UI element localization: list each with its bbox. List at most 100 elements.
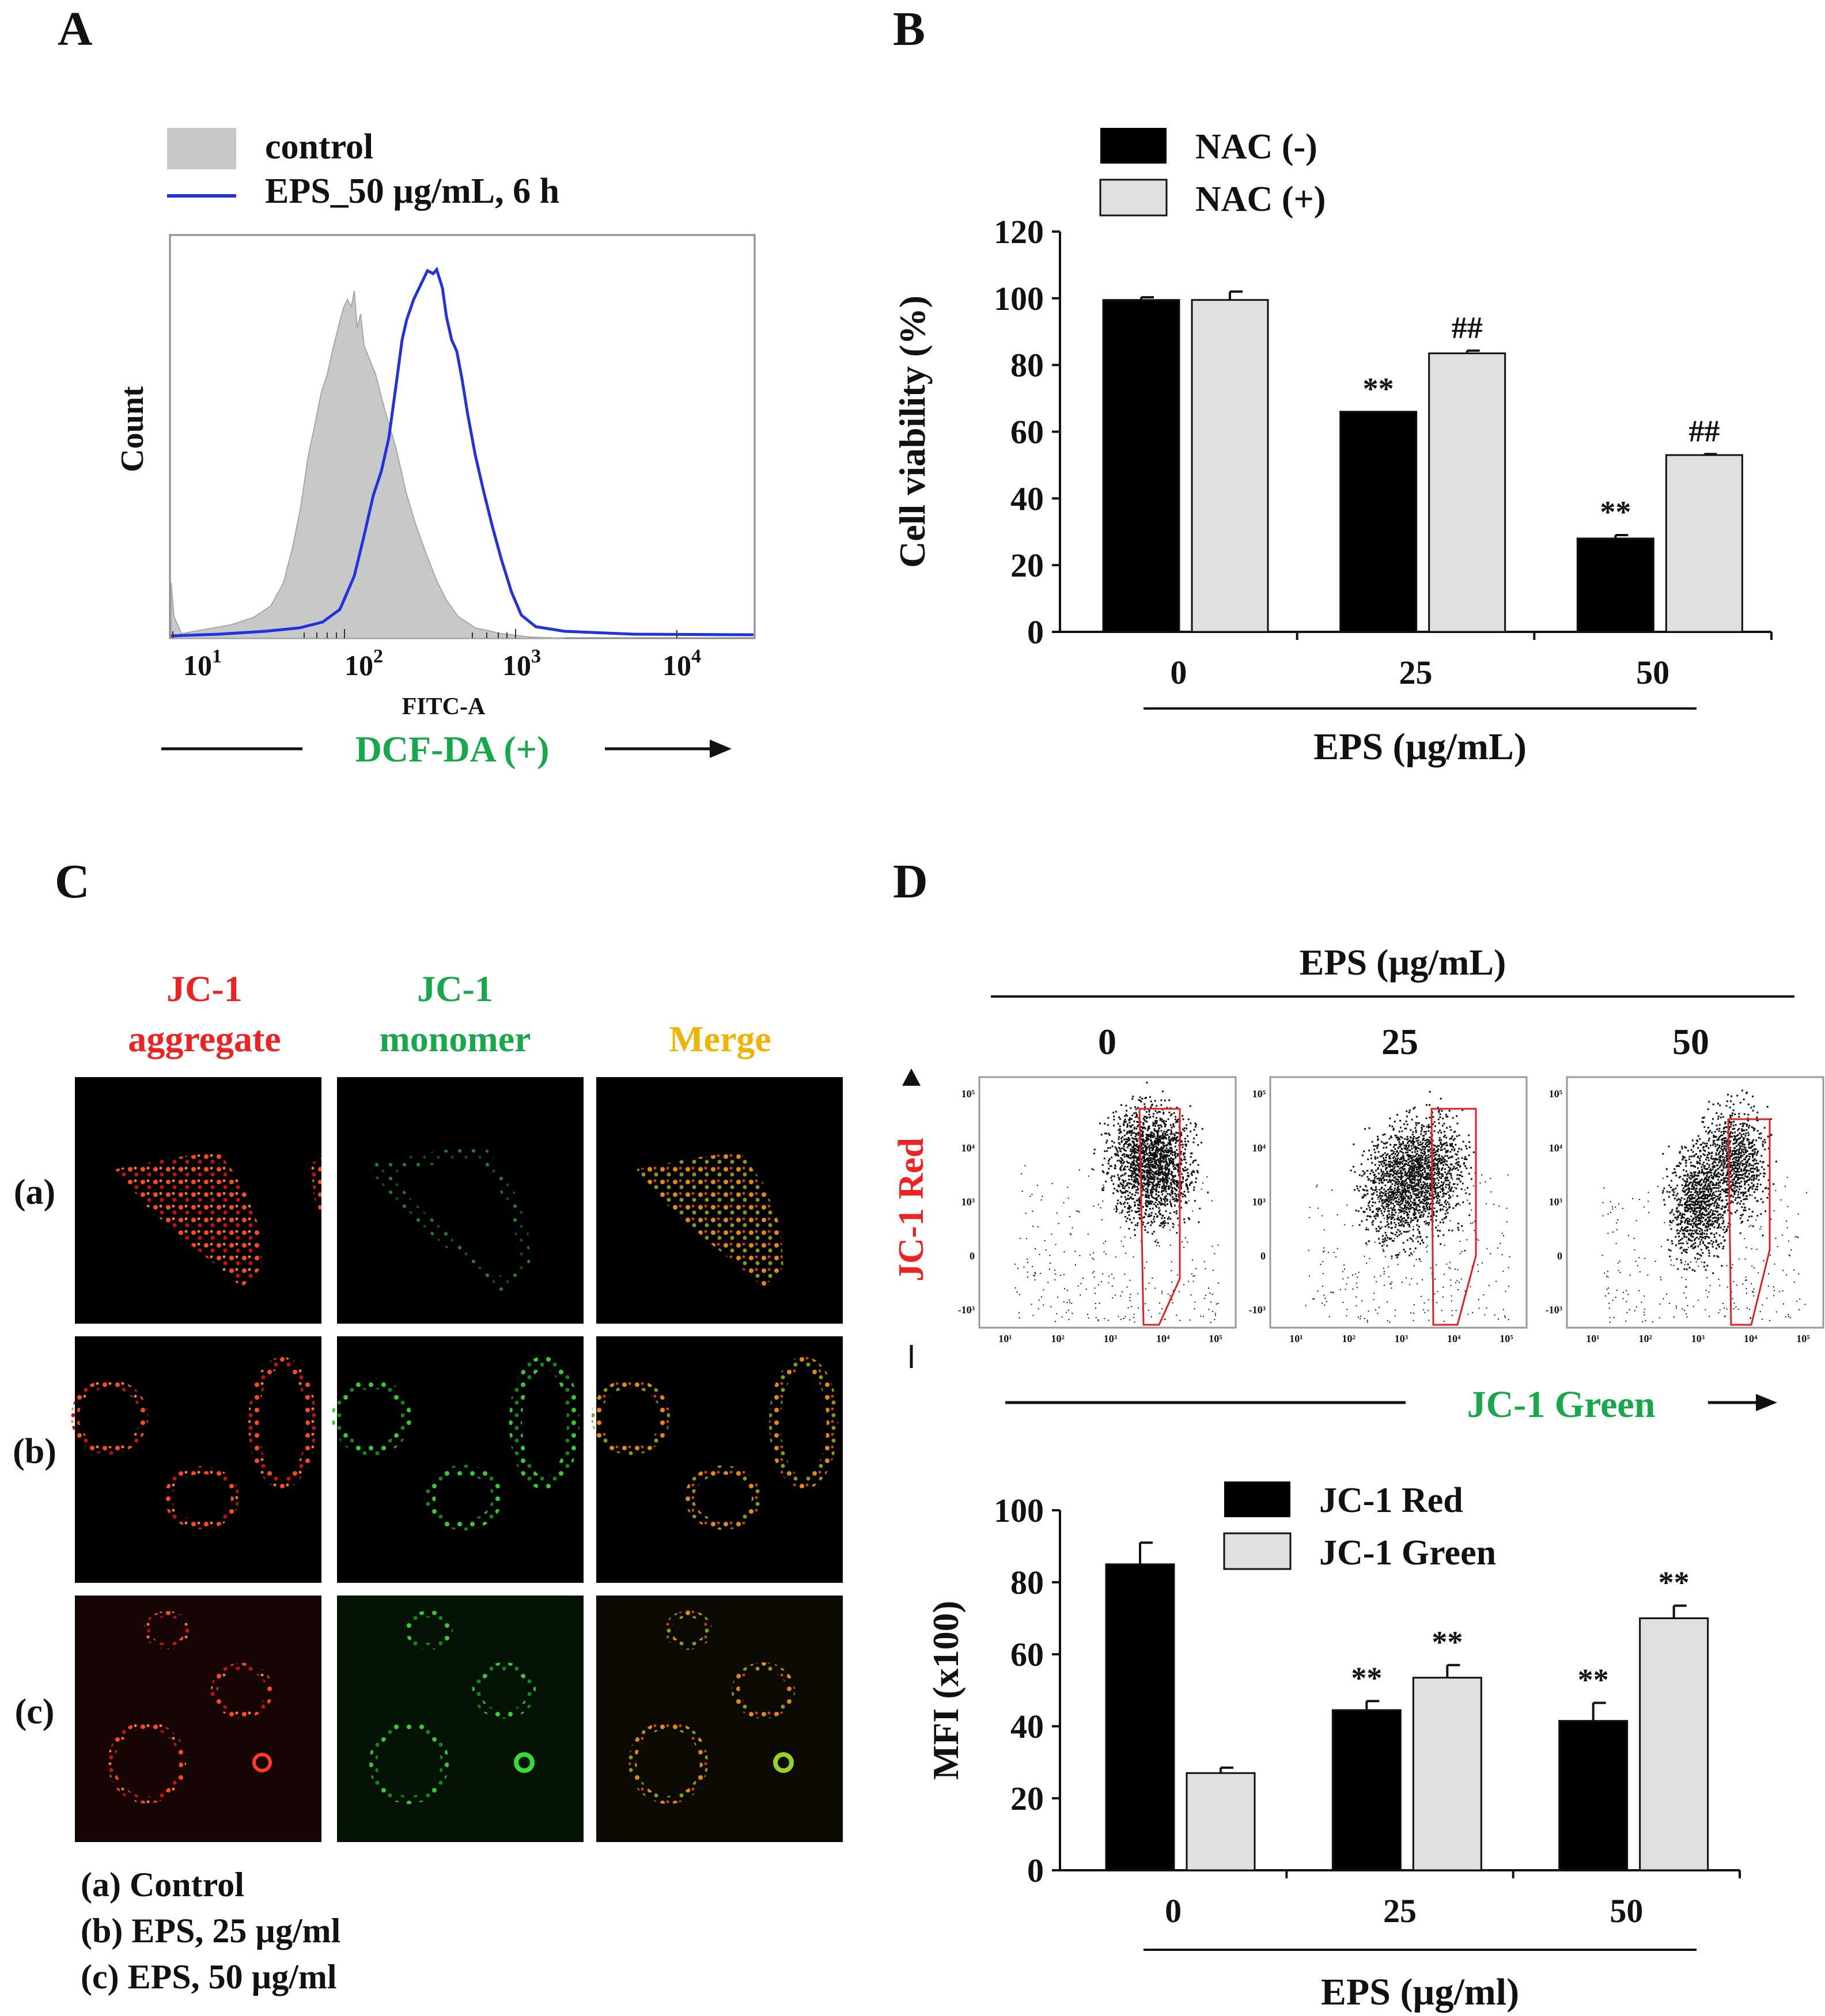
flow-xtick: 10³ [1104, 1333, 1118, 1344]
bar-jc-1-red-0 [1105, 1563, 1175, 1871]
flow-ytick: 10⁴ [1252, 1142, 1266, 1154]
flow-conc-50: 50 [1672, 1021, 1709, 1062]
cell-b-aggregate-3 [164, 1466, 239, 1529]
cell-b-merge-3 [685, 1465, 761, 1530]
x-category-label: 0 [1165, 1892, 1182, 1930]
col-header-monomer-l2: monomer [379, 1018, 531, 1059]
x-category-label: 50 [1636, 654, 1669, 691]
panel-c-legend-b: (b) EPS, 25 µg/ml [81, 1912, 340, 1950]
flow-xtick: 10¹ [1586, 1333, 1599, 1344]
cell-c-monomer-2 [472, 1662, 536, 1719]
panel-label-a: A [58, 2, 93, 56]
flow-events [1305, 1090, 1510, 1323]
cell-viability-chart: 0 20 40 60 80 100 120 0 ** ## 25 ** ## 50 EPS (µg/mL) C… [892, 213, 1773, 768]
y-tick-label: 20 [1010, 1780, 1044, 1817]
panel-label-d: D [893, 855, 928, 908]
y-tick-label: 20 [1010, 547, 1044, 584]
flow-conc-0: 0 [1098, 1021, 1116, 1062]
x-axis-label: EPS (µg/mL) [1313, 726, 1527, 768]
y-tick-label: 0 [1027, 1852, 1044, 1889]
flow-plots: 10⁵ 10⁴ 10³ 0 -10³ 10¹ 10² 10³ 10⁴ 10⁵ 10⁵ 10⁴ 10³ 0 -… [958, 1076, 1824, 1344]
col-header-aggregate-l1: JC-1 [166, 968, 243, 1009]
x-axis-label: EPS (µg/ml) [1321, 1971, 1519, 2013]
histogram-ylabel: Count [115, 386, 150, 472]
cell-c-aggregate-3 [108, 1722, 186, 1803]
cell-b-aggregate-2 [248, 1357, 316, 1488]
legend-jc1-green-label: JC-1 Green [1319, 1533, 1496, 1572]
legend-control-label: control [265, 127, 373, 166]
cell-b-merge-2 [769, 1356, 838, 1489]
y-tick-label: 60 [1010, 414, 1044, 451]
flow-gate [1138, 1108, 1181, 1326]
legend-nac-plus-label: NAC (+) [1195, 180, 1326, 219]
flow-xtick: 10² [1051, 1333, 1065, 1344]
flow-xtick: 10⁵ [1209, 1333, 1222, 1344]
flow-xtick: 10¹ [1289, 1333, 1303, 1344]
histogram-xtick-2: 102 [344, 646, 383, 681]
cell-c-merge-3 [628, 1721, 708, 1804]
bar-nac--25 [1339, 411, 1418, 633]
flow-xtick: 10² [1342, 1333, 1356, 1344]
micrograph-c-monomer [337, 1596, 584, 1842]
legend-control-swatch [167, 128, 236, 169]
flow-xtick: 10⁵ [1796, 1333, 1810, 1344]
panel-label-b: B [893, 2, 925, 56]
y-tick-label: 40 [1010, 1708, 1044, 1745]
panel-c-legend-c: (c) EPS, 50 µg/ml [81, 1958, 337, 1996]
row-label-a: (a) [14, 1173, 55, 1212]
jc1-red-axis-label: JC-1 Red [892, 1138, 931, 1282]
control-histogram [171, 290, 565, 639]
histogram-xtick-4: 104 [662, 646, 701, 681]
cell-c-monomer-dot [514, 1752, 535, 1773]
row-label-c: (c) [15, 1692, 55, 1731]
cell-a-monomer [365, 1145, 531, 1297]
row-label-b: (b) [13, 1432, 56, 1471]
flow-ytick: -10³ [958, 1304, 975, 1316]
cell-b-monomer-2 [509, 1356, 580, 1490]
dcf-arrow-label: DCF-DA (+) [355, 729, 550, 770]
flow-ytick: 0 [1557, 1250, 1562, 1261]
significance-label: ** [1578, 1662, 1609, 1697]
flow-plot-frame [978, 1076, 1237, 1329]
flow-xtick: 10⁴ [1447, 1333, 1461, 1344]
col-header-merge-l2: Merge [669, 1018, 771, 1059]
flow-gate [1430, 1108, 1477, 1326]
significance-label: ## [1452, 310, 1483, 345]
flow-conc-25: 25 [1381, 1021, 1418, 1062]
flow-xtick: 10¹ [998, 1333, 1012, 1344]
x-category-label: 25 [1399, 654, 1433, 691]
significance-label: ** [1659, 1566, 1690, 1600]
legend-nac-minus-swatch [1100, 128, 1167, 164]
histogram-x-minor-ticks [172, 629, 677, 638]
legend-nac-plus-swatch [1099, 179, 1168, 217]
flow-xtick: 10³ [1691, 1333, 1705, 1344]
flow-ytick: 10⁴ [1549, 1142, 1563, 1154]
y-axis-label: Cell viability (%) [892, 295, 933, 568]
micrograph-c-merge [596, 1596, 843, 1842]
flow-ytick: 10³ [1549, 1196, 1563, 1208]
y-tick-label: 100 [994, 1492, 1044, 1529]
y-tick-label: 40 [1010, 480, 1044, 517]
flow-ytick: 10³ [961, 1196, 975, 1208]
cell-c-aggregate-1 [144, 1611, 190, 1649]
significance-label: ** [1363, 372, 1394, 406]
significance-label: ## [1688, 414, 1720, 448]
flow-ytick: 0 [970, 1250, 975, 1261]
bar-nac--0 [1191, 299, 1269, 633]
micrograph-a-monomer [337, 1077, 584, 1324]
flow-ytick: 10⁵ [1549, 1088, 1563, 1100]
eps-histogram [171, 266, 754, 638]
x-category-label: 50 [1610, 1892, 1643, 1930]
legend-jc1-green-swatch [1223, 1532, 1292, 1570]
bar-jc-1-red-25 [1331, 1709, 1402, 1871]
cell-a-merge [637, 1152, 783, 1287]
jc1-green-arrow-head [1756, 1394, 1777, 1411]
dcf-arrow-head [710, 740, 732, 758]
mfi-chart: 0 20 40 60 80 100 0 ** ** 25 ** ** 50 EPS (µg/ml) MFI … [925, 1492, 1741, 2013]
cell-a-aggregate [115, 1152, 262, 1287]
x-category-label: 25 [1383, 1892, 1417, 1930]
significance-label: ** [1432, 1625, 1463, 1659]
bar-nac--0 [1102, 299, 1180, 633]
x-category-label: 0 [1170, 654, 1187, 691]
